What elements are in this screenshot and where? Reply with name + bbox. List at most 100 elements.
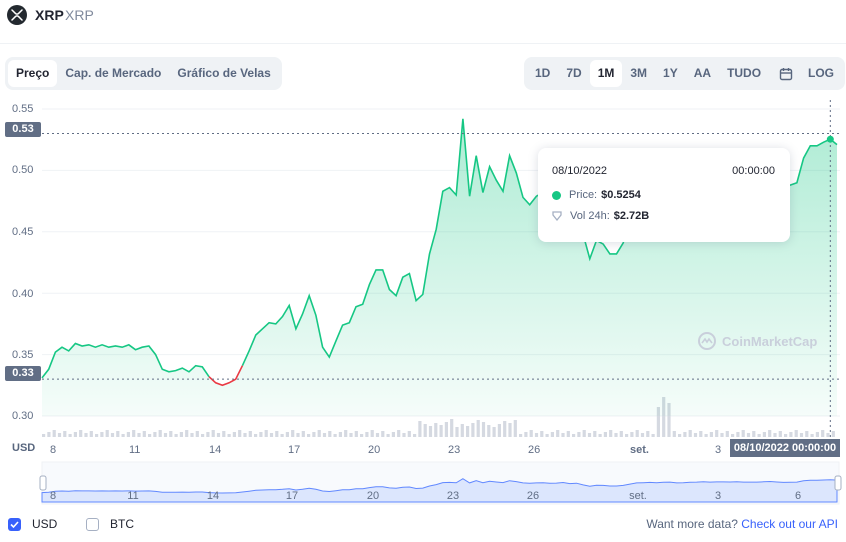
range-ytd[interactable]: AA [693, 66, 712, 80]
btc-checkbox-label[interactable]: BTC [110, 517, 134, 531]
volume-bar [450, 419, 454, 437]
volume-bar [582, 430, 586, 437]
volume-bar [243, 433, 247, 437]
volume-bar [264, 430, 268, 437]
volume-bar [821, 430, 825, 437]
volume-bar [57, 433, 62, 437]
brush-tick-label: 8 [50, 490, 56, 502]
tooltip-volume-value: $2.72B [613, 210, 650, 222]
volume-bar [375, 433, 380, 437]
volume-bar [587, 433, 592, 437]
volume-bar [73, 432, 77, 437]
x-tick: set. [630, 444, 649, 456]
volume-bar [259, 432, 263, 437]
api-link[interactable]: Check out our API [741, 517, 838, 531]
volume-bar [715, 430, 719, 437]
volume-bar [704, 434, 708, 437]
volume-bar [100, 432, 104, 437]
x-tick: 3 [715, 444, 722, 456]
volume-bar [497, 424, 501, 437]
tooltip-volume-row: Vol 24h: $2.72B [552, 210, 649, 222]
volume-bar [381, 431, 385, 437]
volume-bar [137, 433, 141, 437]
chart-type-tabs: Preço Cap. de Mercado Gráfico de Velas [5, 57, 282, 90]
volume-bar [444, 422, 448, 437]
brush-tick-label: 11 [127, 490, 138, 502]
brush-tick-label: 23 [447, 490, 459, 502]
volume-bar [529, 430, 533, 437]
volume-bar [709, 432, 713, 437]
volume-bar [195, 431, 199, 437]
volume-bar [481, 422, 486, 437]
volume-bar [784, 434, 788, 437]
volume-bar [307, 434, 311, 437]
volume-bar [741, 430, 745, 437]
tab-candles[interactable]: Gráfico de Velas [177, 66, 271, 80]
volume-bar [550, 432, 554, 437]
calendar-button[interactable] [769, 60, 803, 87]
volume-bar [593, 431, 597, 437]
brush-line [41, 478, 838, 503]
volume-bar [720, 433, 724, 437]
volume-bar [630, 432, 634, 437]
watermark: CoinMarketCap [697, 331, 817, 351]
range-1d[interactable]: 1D [535, 66, 551, 80]
volume-bar [63, 431, 67, 437]
volume-bar [254, 434, 258, 437]
volume-bar [439, 425, 443, 437]
volume-bar [333, 434, 337, 437]
volume-bar [466, 426, 470, 437]
check-icon [10, 521, 19, 529]
log-button[interactable]: LOG [808, 66, 834, 80]
range-1y[interactable]: 1Y [663, 66, 678, 80]
low-price-badge: 0.33 [5, 366, 41, 381]
volume-bar [688, 430, 692, 437]
brush-tick-label: 26 [527, 490, 539, 502]
volume-bar [291, 430, 295, 437]
volume-bar [280, 434, 284, 437]
volume-bar [815, 432, 819, 437]
brush-tick-label: 20 [367, 490, 379, 502]
volume-bar [540, 431, 544, 437]
usd-checkbox[interactable] [8, 518, 21, 531]
volume-bar [519, 434, 523, 437]
volume-bar [386, 434, 390, 437]
volume-bar [667, 403, 671, 437]
volume-bar [736, 432, 740, 437]
volume-bar [126, 432, 130, 437]
volume-bar [678, 434, 682, 437]
volume-bars [42, 397, 835, 437]
brush-tick-label: set. [629, 490, 647, 502]
log-scale-toggle[interactable]: LOG [797, 57, 845, 90]
volume-bar [47, 432, 51, 437]
volume-bar [169, 431, 173, 437]
y-tick-0.30: 0.30 [12, 410, 34, 422]
brush-tick-label: 17 [286, 490, 298, 502]
usd-checkbox-label[interactable]: USD [32, 517, 58, 531]
volume-bar [216, 433, 221, 437]
volume-bar [513, 420, 517, 437]
volume-bar [423, 424, 427, 437]
range-1m[interactable]: 1M [589, 60, 623, 87]
x-tick: 26 [528, 444, 541, 456]
volume-bar [768, 430, 772, 437]
volume-bar [508, 423, 512, 437]
volume-bar [762, 432, 766, 437]
range-7d[interactable]: 7D [566, 66, 582, 80]
tab-market-cap[interactable]: Cap. de Mercado [65, 66, 162, 80]
volume-icon [552, 211, 562, 221]
btc-checkbox[interactable] [86, 518, 99, 531]
volume-bar [556, 430, 560, 437]
tab-price[interactable]: Preço [8, 60, 58, 87]
x-tick: 14 [209, 444, 222, 456]
volume-bar [434, 423, 438, 437]
coin-header: XRP XRP [0, 0, 846, 44]
brush-tick-label: 6 [795, 490, 801, 502]
volume-bar [407, 431, 411, 437]
current-price-badge: 0.53 [5, 122, 41, 137]
volume-bar [789, 432, 793, 437]
range-3m[interactable]: 3M [630, 66, 648, 80]
range-all[interactable]: TUDO [727, 66, 762, 80]
volume-bar [534, 433, 539, 437]
